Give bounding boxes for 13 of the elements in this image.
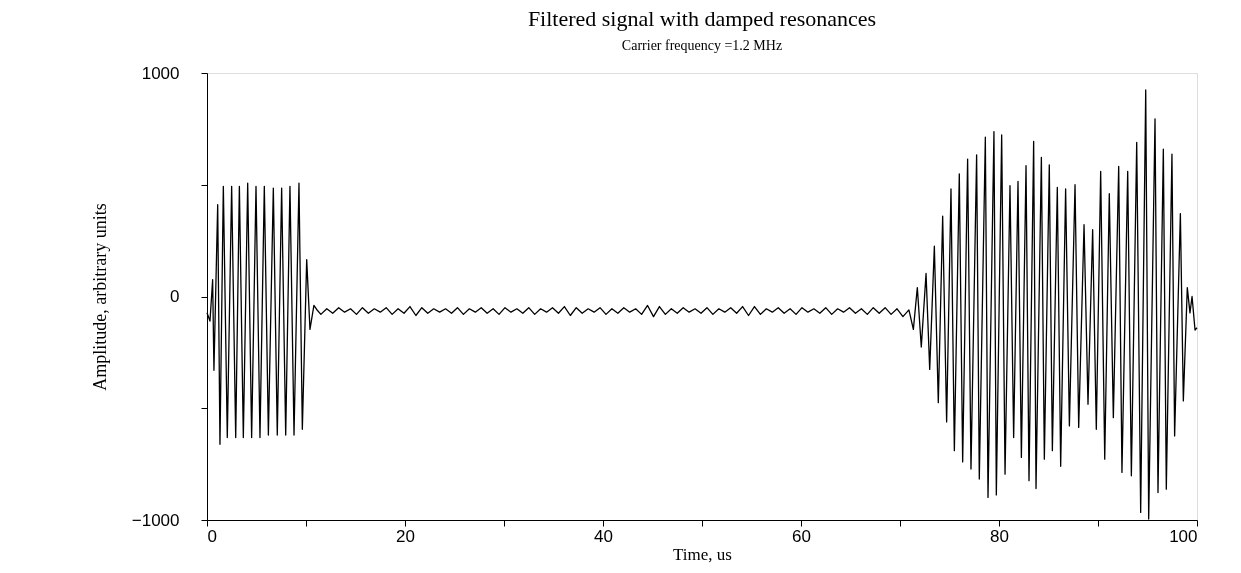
x-tick-label: 100	[1169, 526, 1198, 546]
y-tick-label: 0	[170, 287, 180, 306]
y-axis-title: Amplitude, arbitrary units	[89, 203, 110, 391]
y-tick-label: −1000	[131, 510, 180, 530]
x-tick-label: 20	[396, 526, 415, 546]
x-axis-title: Time, us	[673, 544, 732, 564]
x-tick-label: 60	[792, 526, 811, 546]
y-tick-label: 1000	[141, 63, 180, 83]
chart-subtitle: Carrier frequency =1.2 MHz	[621, 38, 783, 53]
x-tick-label: 0	[207, 526, 217, 546]
chart-title: Filtered signal with damped resonances	[527, 6, 877, 31]
x-tick-label: 40	[594, 526, 613, 546]
x-tick-label: 80	[990, 526, 1009, 546]
